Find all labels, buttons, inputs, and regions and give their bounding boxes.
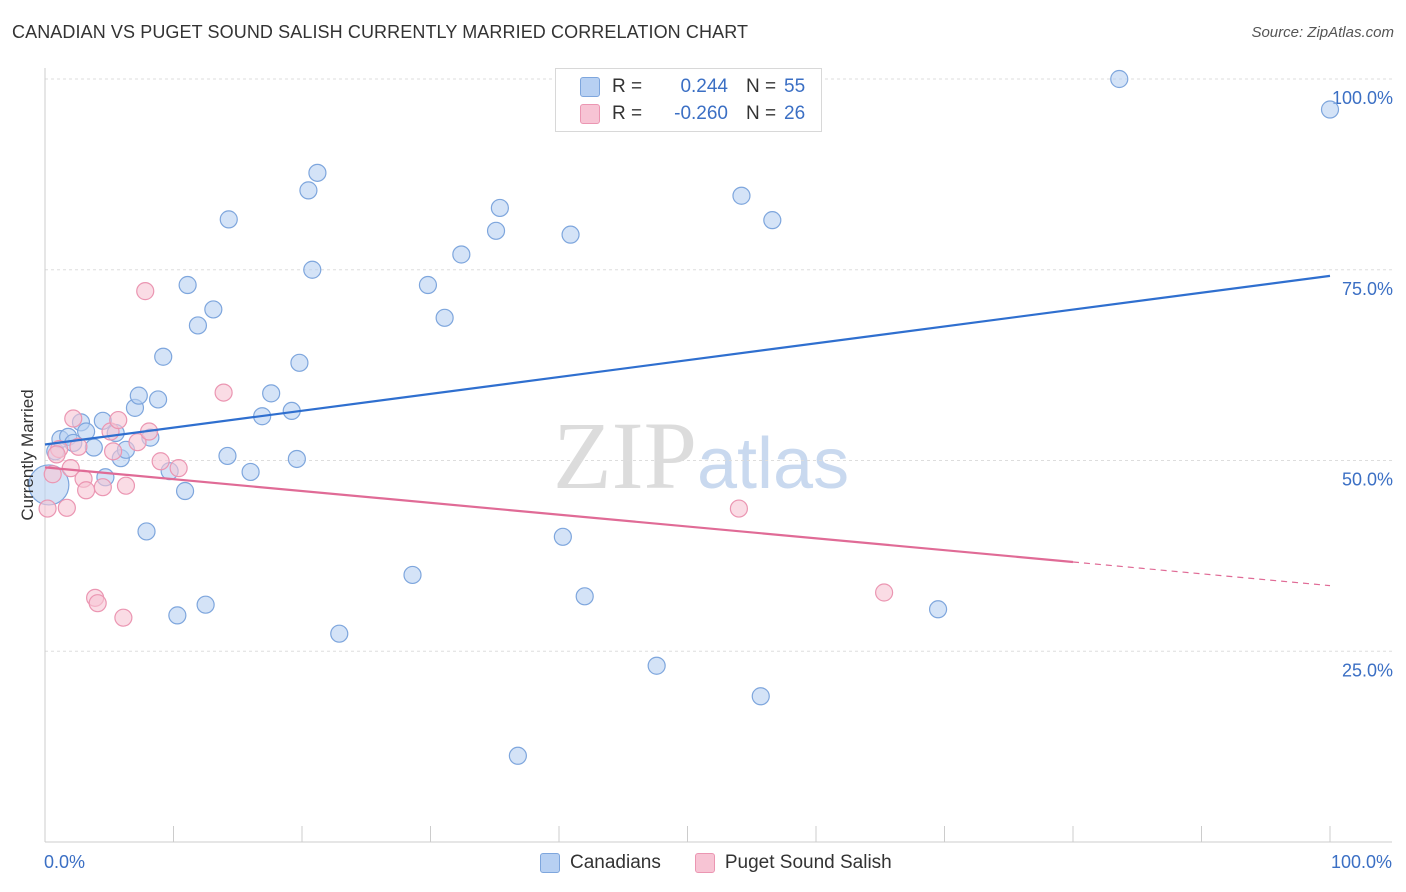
canadians-point	[196, 595, 215, 614]
chart-title: CANADIAN VS PUGET SOUND SALISH CURRENTLY…	[12, 22, 749, 42]
canadians-point	[508, 746, 527, 765]
salish-point	[114, 608, 133, 627]
salish-point	[214, 383, 233, 402]
salish-point	[104, 442, 123, 461]
r-label: R =	[612, 76, 643, 97]
canadians-point	[486, 221, 506, 240]
r-label: R =	[612, 103, 643, 124]
canadians-trendline	[44, 274, 1331, 446]
canadians-point	[290, 353, 309, 372]
y-tick-label: 50.0%	[1342, 470, 1393, 490]
legend-item-salish[interactable]: Puget Sound Salish	[694, 852, 892, 874]
canadians-point	[403, 565, 422, 585]
canadians-point	[575, 587, 594, 606]
legend-row-canadians: R = 0.244 N = 55	[580, 73, 805, 101]
canadians-point	[330, 624, 349, 643]
canadians-point	[137, 522, 156, 541]
canadians-point	[490, 198, 509, 218]
legend-label: Puget Sound Salish	[724, 852, 892, 873]
canadians-point	[148, 390, 168, 409]
canadians-point	[299, 181, 318, 200]
salish-point	[151, 452, 170, 471]
salish-point	[136, 282, 155, 301]
y-tick-label: 100.0%	[1332, 88, 1393, 108]
canadians-point	[178, 275, 197, 295]
salish-point	[88, 594, 107, 613]
canadians-point	[241, 462, 260, 482]
n-label: N =	[746, 103, 777, 124]
canadians-point	[188, 316, 208, 335]
salish-point	[43, 465, 62, 484]
x-tick-label: 0.0%	[44, 852, 85, 872]
salish-point	[109, 410, 128, 430]
salish-point	[77, 481, 96, 500]
canadians-point	[647, 656, 666, 675]
canadians-point	[452, 245, 471, 264]
salish-point	[128, 433, 147, 452]
x-tick-label: 100.0%	[1331, 852, 1392, 872]
salish-point	[47, 445, 66, 464]
salish-point	[69, 437, 88, 456]
salish-point	[169, 459, 188, 478]
watermark-zip: ZIP	[553, 402, 697, 509]
salish-point	[116, 476, 136, 495]
canadians-point	[218, 446, 237, 466]
salish-point	[729, 499, 749, 518]
canadians-swatch-icon	[580, 77, 600, 97]
legend-item-canadians[interactable]: Canadians	[540, 852, 661, 874]
salish-point	[57, 498, 76, 517]
canadians-point	[175, 481, 195, 501]
canadians-point	[262, 384, 281, 403]
n-value: 55	[784, 76, 806, 97]
canadians-point	[418, 275, 438, 295]
canadians-point	[732, 186, 751, 205]
canadians-point	[308, 163, 327, 182]
n-label: N =	[746, 76, 777, 97]
canadians-point	[751, 687, 770, 706]
series-legend: Canadians Puget Sound Salish	[540, 852, 926, 874]
canadians-point	[129, 386, 148, 405]
y-axis-label: Currently Married	[18, 389, 37, 521]
canadians-legend-icon	[540, 853, 560, 873]
y-tick-label: 75.0%	[1342, 279, 1393, 299]
canadians-point	[1110, 69, 1129, 89]
canadians-point	[435, 308, 454, 327]
salish-trendline	[44, 466, 1074, 564]
watermark: ZIPatlas	[553, 400, 849, 511]
canadians-point	[561, 225, 580, 244]
canadians-point	[154, 347, 173, 366]
salish-point	[875, 583, 894, 602]
r-value: 0.244	[680, 76, 728, 97]
source-credit: Source: ZipAtlas.com	[1251, 24, 1394, 41]
salish-point	[64, 409, 83, 428]
canadians-point	[763, 211, 782, 230]
canadians-point	[219, 210, 238, 229]
y-tick-label: 25.0%	[1342, 660, 1393, 680]
canadians-point	[303, 260, 322, 279]
r-value: -0.260	[674, 103, 728, 124]
salish-point	[93, 478, 112, 497]
canadians-point	[928, 600, 948, 619]
canadians-point	[204, 300, 223, 319]
canadians-point	[287, 449, 306, 469]
salish-swatch-icon	[580, 104, 600, 124]
salish-legend-icon	[694, 853, 715, 873]
canadians-point	[84, 438, 103, 457]
legend-row-salish: R = -0.260 N = 26	[580, 100, 805, 128]
salish-point	[38, 499, 57, 518]
correlation-legend: R = 0.244 N = 55 R = -0.260 N = 26	[555, 68, 822, 132]
canadians-point	[553, 527, 572, 546]
legend-label: Canadians	[570, 852, 661, 873]
watermark-atlas: atlas	[697, 424, 850, 504]
canadians-point	[168, 606, 187, 625]
canadians-point	[1320, 100, 1340, 119]
n-value: 26	[784, 103, 806, 124]
salish-trendline-extension	[1072, 561, 1331, 587]
